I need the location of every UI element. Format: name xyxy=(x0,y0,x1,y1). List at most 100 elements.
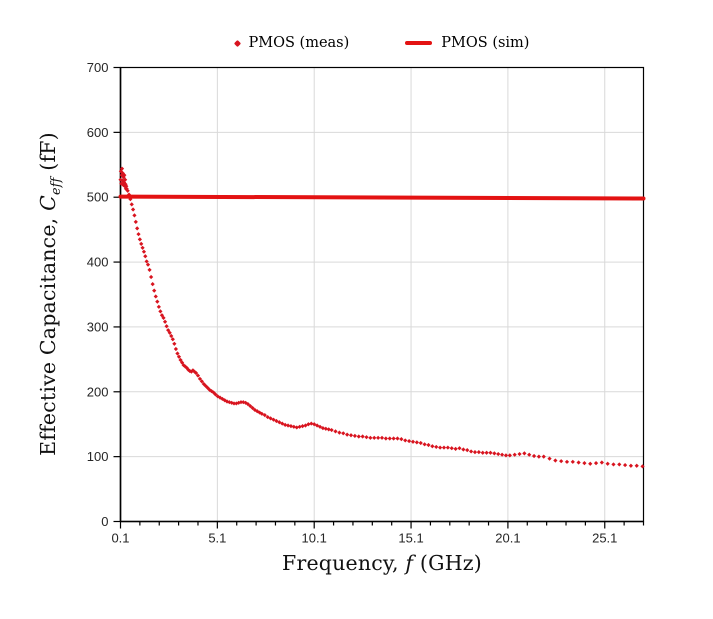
data-point xyxy=(172,341,177,346)
data-point xyxy=(553,458,558,463)
data-point xyxy=(640,464,645,469)
data-point xyxy=(137,237,142,242)
data-point xyxy=(522,451,527,456)
data-point xyxy=(123,177,128,182)
data-point xyxy=(236,400,241,405)
data-point xyxy=(492,451,497,456)
series-pmos-sim xyxy=(118,194,646,201)
data-point xyxy=(345,432,350,437)
data-point xyxy=(277,420,282,425)
data-point xyxy=(399,437,404,442)
data-point xyxy=(150,282,155,287)
data-point xyxy=(403,438,408,443)
data-point xyxy=(372,435,377,440)
data-point xyxy=(252,407,258,413)
sim-marker-icon xyxy=(405,41,433,45)
data-point xyxy=(193,370,199,376)
data-point xyxy=(337,430,342,435)
y-tick-label: 600 xyxy=(87,125,109,140)
data-point xyxy=(395,436,400,441)
data-point xyxy=(438,445,443,450)
data-point xyxy=(312,422,317,427)
data-point xyxy=(169,333,174,339)
data-point xyxy=(130,207,136,212)
data-point xyxy=(139,241,144,247)
data-point xyxy=(414,440,419,445)
data-point xyxy=(315,423,320,428)
data-point xyxy=(306,422,311,427)
data-point xyxy=(617,462,622,467)
y-tick-label: 0 xyxy=(101,514,108,529)
legend-item-pmos-meas: PMOS (meas) xyxy=(233,35,349,51)
data-point xyxy=(162,319,168,324)
data-point xyxy=(536,454,541,459)
data-point xyxy=(153,294,158,299)
data-point xyxy=(176,354,182,359)
data-point xyxy=(155,299,160,304)
data-point xyxy=(159,313,165,318)
data-point xyxy=(280,421,285,426)
data-point xyxy=(158,309,163,314)
data-point xyxy=(582,461,587,466)
data-point xyxy=(453,446,458,451)
data-point xyxy=(167,330,172,335)
data-point xyxy=(333,429,338,434)
y-tick-label: 200 xyxy=(87,384,109,399)
data-point xyxy=(476,450,481,455)
data-point xyxy=(303,423,308,428)
x-tick-label: 10.1 xyxy=(302,531,327,546)
data-point xyxy=(285,423,291,428)
data-point xyxy=(197,376,203,381)
data-point xyxy=(383,436,388,441)
x-axis-title: Frequency, f (GHz) xyxy=(121,551,643,575)
x-title-suffix: (GHz) xyxy=(413,551,482,575)
data-point xyxy=(181,363,186,368)
axis-ticks xyxy=(113,66,645,529)
data-point xyxy=(288,424,294,429)
data-point xyxy=(294,425,299,430)
data-point xyxy=(147,267,152,272)
data-point xyxy=(213,392,218,397)
data-point xyxy=(222,398,227,403)
data-point xyxy=(186,367,191,372)
y-tick-label: 700 xyxy=(87,60,109,75)
data-point xyxy=(257,410,262,415)
data-point xyxy=(410,439,416,444)
x-title-text: Frequency, xyxy=(282,551,406,575)
data-point xyxy=(248,403,253,409)
legend-label-sim: PMOS (sim) xyxy=(441,35,530,51)
data-point xyxy=(570,459,575,464)
data-point xyxy=(564,459,570,464)
data-point xyxy=(368,435,373,440)
data-point xyxy=(472,450,478,455)
data-point xyxy=(379,435,385,440)
data-point xyxy=(407,438,412,444)
data-point xyxy=(291,424,296,429)
x-tick-label: 20.1 xyxy=(495,531,520,546)
data-point xyxy=(469,449,474,454)
data-point xyxy=(164,324,169,329)
data-point xyxy=(547,456,552,461)
data-point xyxy=(465,448,470,453)
x-title-symbol: f xyxy=(405,551,414,575)
data-point xyxy=(259,411,265,416)
data-point xyxy=(166,328,171,333)
data-point xyxy=(323,426,328,431)
y-title-text: Effective Capacitance, xyxy=(36,210,60,456)
data-point xyxy=(179,360,185,365)
y-axis-title: Effective Capacitance, Ceff (fF) xyxy=(36,67,63,521)
plot-border xyxy=(119,66,645,523)
data-point xyxy=(422,442,427,447)
data-point xyxy=(262,413,267,418)
data-point xyxy=(268,416,273,421)
data-point xyxy=(418,440,423,446)
data-point xyxy=(297,424,302,429)
data-point xyxy=(484,450,489,455)
data-point xyxy=(326,427,331,432)
data-point xyxy=(356,434,361,439)
data-point xyxy=(173,346,178,352)
legend: PMOS (meas) PMOS (sim) xyxy=(121,33,643,53)
data-point xyxy=(271,417,276,422)
